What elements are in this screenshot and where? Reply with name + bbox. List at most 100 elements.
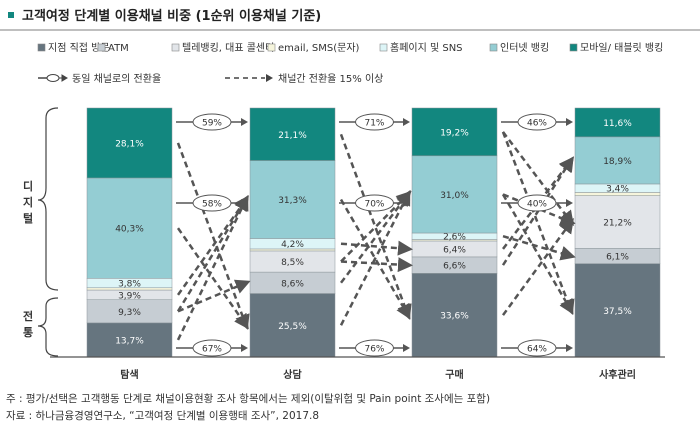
footer-note: 주 : 평가/선택은 고객행동 단계로 채널이용현황 조사 항목에서는 제외(이… bbox=[6, 392, 490, 405]
bar-segment bbox=[86, 177, 173, 279]
dashed-arrow bbox=[340, 190, 412, 284]
same-channel-arrow: 71% bbox=[339, 113, 410, 131]
bar-segment bbox=[86, 322, 173, 358]
data-label: 3,9% bbox=[118, 291, 141, 301]
arrow-icon bbox=[59, 74, 68, 82]
bar-segment bbox=[574, 195, 661, 249]
traditional-brace bbox=[37, 297, 59, 357]
same-channel-arrow: 46% bbox=[501, 113, 573, 131]
dashed-arrow bbox=[176, 195, 249, 296]
dashed-arrow bbox=[501, 218, 574, 316]
same-channel-arrow: 76% bbox=[339, 339, 410, 357]
footer-source: 자료 : 하나금융경영연구소, “고객여정 단계별 이용행태 조사”, 2017… bbox=[6, 409, 319, 422]
legend-swatch bbox=[489, 43, 498, 52]
legend-item: email, SMS(문자) bbox=[267, 42, 360, 54]
legend-label: 모바일/ 태블릿 뱅킹 bbox=[580, 42, 663, 54]
data-label: 33,6% bbox=[440, 312, 469, 322]
data-label: 21,1% bbox=[278, 131, 307, 141]
bar-segment bbox=[411, 107, 498, 157]
legend-swatch bbox=[97, 43, 106, 52]
data-label: 3,4% bbox=[606, 185, 629, 195]
legend-label: 지점 직접 방문 bbox=[48, 42, 110, 54]
dashed-arrow bbox=[176, 195, 249, 312]
title-marker-icon bbox=[8, 12, 14, 18]
stacked-bar: 13,7% 9,3% 3,9%3,8% 40,3% 28,1% bbox=[86, 107, 173, 358]
dashed-arrow bbox=[501, 131, 575, 315]
data-label: 31,0% bbox=[440, 191, 469, 201]
data-label: 18,9% bbox=[603, 157, 632, 167]
dashed-arrow bbox=[177, 279, 251, 313]
conversion-rate-label: 71% bbox=[364, 119, 384, 129]
data-label: 3,8% bbox=[118, 280, 141, 290]
conversion-rate-label: 76% bbox=[364, 345, 384, 355]
legend-swatch bbox=[171, 43, 180, 52]
data-label: 13,7% bbox=[115, 336, 144, 346]
legend-label: 홈페이지 및 SNS bbox=[390, 41, 463, 54]
dashed-arrow bbox=[339, 189, 411, 326]
legend-item: ATM bbox=[97, 43, 129, 54]
conversion-rate-label: 70% bbox=[364, 200, 384, 210]
legend-swatch bbox=[379, 43, 388, 52]
legend-item: 모바일/ 태블릿 뱅킹 bbox=[569, 42, 663, 54]
data-label: 2,6% bbox=[443, 233, 466, 243]
data-label: 6,1% bbox=[606, 253, 629, 263]
data-label: 6,4% bbox=[443, 245, 466, 255]
chart-title: 고객여정 단계별 이용채널 비중 (1순위 이용채널 기준) bbox=[22, 8, 321, 24]
bar-segment bbox=[411, 273, 498, 358]
legend-item: 텔레뱅킹, 대표 콜센터 bbox=[171, 42, 274, 54]
conversion-rate-label: 64% bbox=[527, 345, 547, 355]
dashed-arrow bbox=[340, 240, 413, 256]
same-channel-arrow: 59% bbox=[176, 113, 248, 131]
digital-brace bbox=[37, 107, 59, 291]
legend-item: 지점 직접 방문 bbox=[37, 42, 110, 54]
dashed-arrow bbox=[176, 142, 250, 330]
dashed-arrow bbox=[176, 227, 249, 330]
bar-segment bbox=[574, 263, 661, 358]
data-label: 9,3% bbox=[118, 308, 141, 318]
same-channel-arrow: 70% bbox=[339, 194, 410, 212]
legend-item: 홈페이지 및 SNS bbox=[379, 41, 463, 54]
oval-icon bbox=[46, 74, 60, 82]
dashed-arrow bbox=[502, 193, 576, 226]
data-label: 37,5% bbox=[603, 307, 632, 317]
same-channel-arrow: 67% bbox=[176, 339, 248, 357]
dashed-arrow bbox=[340, 257, 413, 273]
data-label: 8,5% bbox=[281, 258, 304, 268]
category-label: 사후관리 bbox=[599, 368, 636, 381]
legend-cross-channel-label: 채널간 전환율 15% 이상 bbox=[278, 73, 383, 85]
data-label: 31,3% bbox=[278, 196, 307, 206]
bar-segment bbox=[574, 136, 661, 185]
conversion-rate-label: 40% bbox=[527, 200, 547, 210]
conversion-rate-label: 58% bbox=[202, 200, 222, 210]
dashed-arrow bbox=[502, 235, 576, 261]
legend-label: 텔레뱅킹, 대표 콜센터 bbox=[182, 42, 274, 54]
legend-same-channel-label: 동일 채널로의 전환율 bbox=[72, 73, 161, 85]
bar-segment bbox=[249, 160, 336, 239]
data-label: 4,2% bbox=[281, 240, 304, 250]
dashed-arrow bbox=[339, 133, 412, 320]
conversion-rate-label: 46% bbox=[527, 119, 547, 129]
stacked-bar: 33,6% 6,6% 6,4% 2,6% 31,0% 19,2% bbox=[411, 107, 498, 358]
legend-swatch bbox=[267, 43, 276, 52]
same-channel-arrow: 40% bbox=[501, 194, 573, 212]
stacked-bar: 25,5% 8,6% 8,5% 4,2% 31,3% 21,1% bbox=[249, 107, 336, 358]
legend-same-channel: 동일 채널로의 전환율 bbox=[38, 73, 161, 85]
legend-swatch bbox=[37, 43, 46, 52]
data-label: 19,2% bbox=[440, 128, 469, 138]
dashed-arrow bbox=[501, 156, 574, 266]
category-label: 구매 bbox=[445, 368, 463, 381]
category-label: 탐색 bbox=[120, 368, 138, 381]
conversion-rate-label: 59% bbox=[202, 119, 222, 129]
data-label: 25,5% bbox=[278, 322, 307, 332]
same-channel-arrow: 64% bbox=[501, 339, 573, 357]
data-label: 11,6% bbox=[603, 119, 632, 129]
data-label: 40,3% bbox=[115, 225, 144, 235]
legend-label: email, SMS(문자) bbox=[278, 42, 360, 54]
dashed-arrow bbox=[176, 195, 249, 341]
data-label: 8,6% bbox=[281, 279, 304, 289]
conversion-rate-label: 67% bbox=[202, 345, 222, 355]
